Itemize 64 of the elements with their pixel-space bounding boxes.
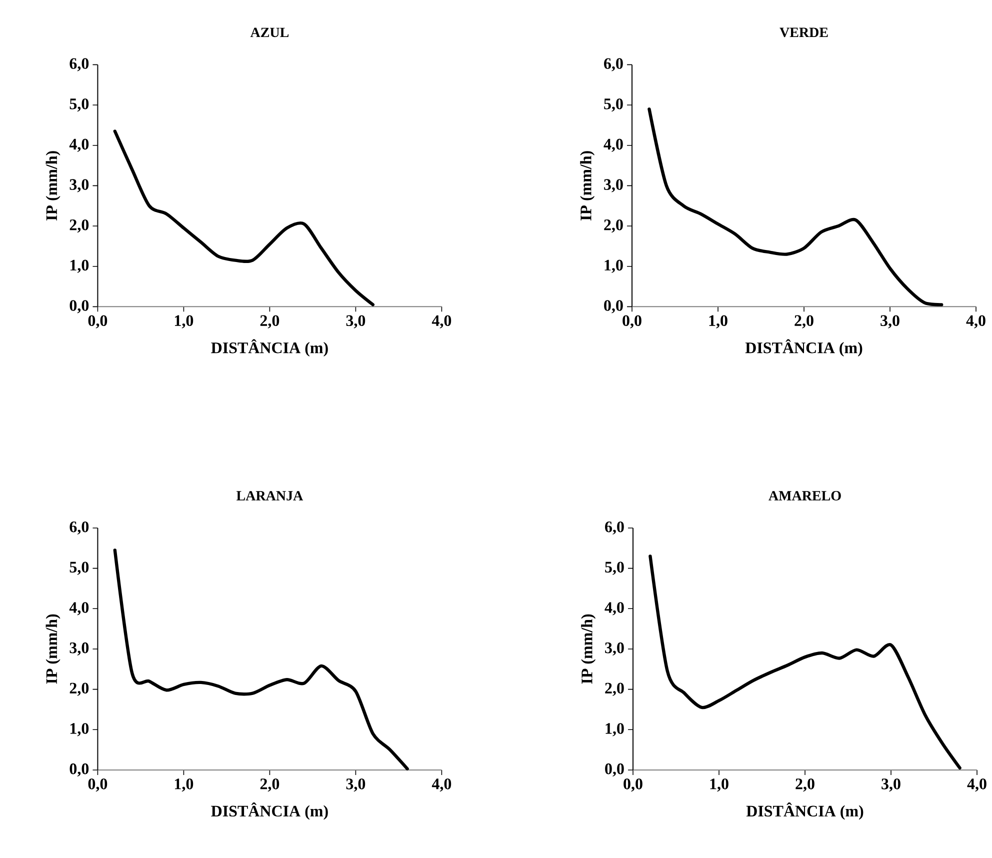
x-axis-title: DISTÂNCIA (m)	[745, 339, 862, 356]
y-tick-label: 4,0	[604, 138, 623, 152]
y-tick-label: 3,0	[70, 642, 89, 656]
y-axis-title: IP (mm/h)	[580, 151, 595, 220]
x-tick-label: 0,0	[88, 778, 108, 792]
y-tick-label: 4,0	[69, 138, 89, 152]
x-tick-label: 3,0	[882, 778, 900, 792]
y-tick-label: 6,0	[604, 58, 623, 72]
x-tick-label: 3,0	[880, 315, 900, 328]
x-tick-label: 0,0	[624, 778, 642, 792]
y-tick-label: 1,0	[604, 260, 623, 273]
x-tick-label: 1,0	[174, 778, 194, 792]
y-tick-label: 5,0	[70, 98, 89, 112]
y-tick-label: 0,0	[70, 763, 89, 777]
y-axis-title: IP (mm/h)	[46, 151, 60, 220]
x-tick-label: 4,0	[432, 778, 452, 792]
x-tick-label: 1,0	[710, 778, 728, 792]
y-tick-label: 0,0	[70, 300, 89, 314]
y-tick-label: 0,0	[605, 763, 624, 777]
y-tick-label: 0,0	[604, 300, 623, 314]
x-tick-label: 4,0	[966, 315, 986, 328]
y-tick-label: 3,0	[70, 179, 89, 192]
y-tick-label: 6,0	[70, 58, 89, 72]
y-tick-label: 5,0	[604, 98, 623, 112]
line-series	[648, 107, 944, 306]
x-tick-label: 4,0	[432, 315, 452, 328]
x-tick-label: 0,0	[88, 315, 108, 328]
y-tick-label: 5,0	[605, 562, 624, 575]
x-tick-label: 4,0	[967, 778, 986, 792]
x-tick-label: 0,0	[622, 315, 642, 328]
x-axis-title: DISTÂNCIA (m)	[746, 802, 864, 820]
y-tick-label: 1,0	[70, 723, 89, 736]
x-tick-label: 3,0	[346, 315, 366, 328]
y-tick-label: 3,0	[604, 179, 623, 192]
y-tick-label: 4,0	[604, 602, 624, 616]
line-series	[648, 554, 962, 770]
chart-title: LARANJA	[236, 491, 304, 500]
line-series	[113, 548, 409, 770]
y-axis-title: IP (mm/h)	[46, 614, 60, 684]
y-axis-title: IP (mm/h)	[581, 614, 596, 684]
x-axis-title: DISTÂNCIA (m)	[211, 802, 328, 820]
y-tick-label: 1,0	[606, 723, 624, 736]
x-tick-label: 2,0	[796, 778, 814, 792]
y-tick-label: 2,0	[604, 219, 623, 233]
y-tick-label: 5,0	[70, 562, 89, 575]
chart-title: VERDE	[780, 28, 828, 38]
x-tick-label: 3,0	[346, 778, 366, 792]
y-tick-label: 1,0	[70, 260, 89, 273]
x-tick-label: 1,0	[709, 315, 728, 328]
x-tick-label: 2,0	[260, 778, 280, 792]
y-tick-label: 2,0	[70, 682, 89, 696]
x-tick-label: 1,0	[174, 315, 194, 328]
y-tick-label: 6,0	[70, 521, 89, 535]
y-tick-label: 4,0	[69, 602, 89, 616]
y-tick-label: 3,0	[605, 642, 624, 656]
x-axis-title: DISTÂNCIA (m)	[211, 339, 328, 356]
y-tick-label: 6,0	[605, 521, 624, 535]
y-tick-label: 2,0	[70, 219, 89, 233]
line-series	[113, 130, 374, 306]
chart-title: AZUL	[250, 28, 289, 38]
y-tick-label: 2,0	[605, 682, 624, 696]
x-tick-label: 2,0	[794, 315, 814, 328]
chart-title: AMARELO	[768, 491, 841, 500]
x-tick-label: 2,0	[260, 315, 280, 328]
